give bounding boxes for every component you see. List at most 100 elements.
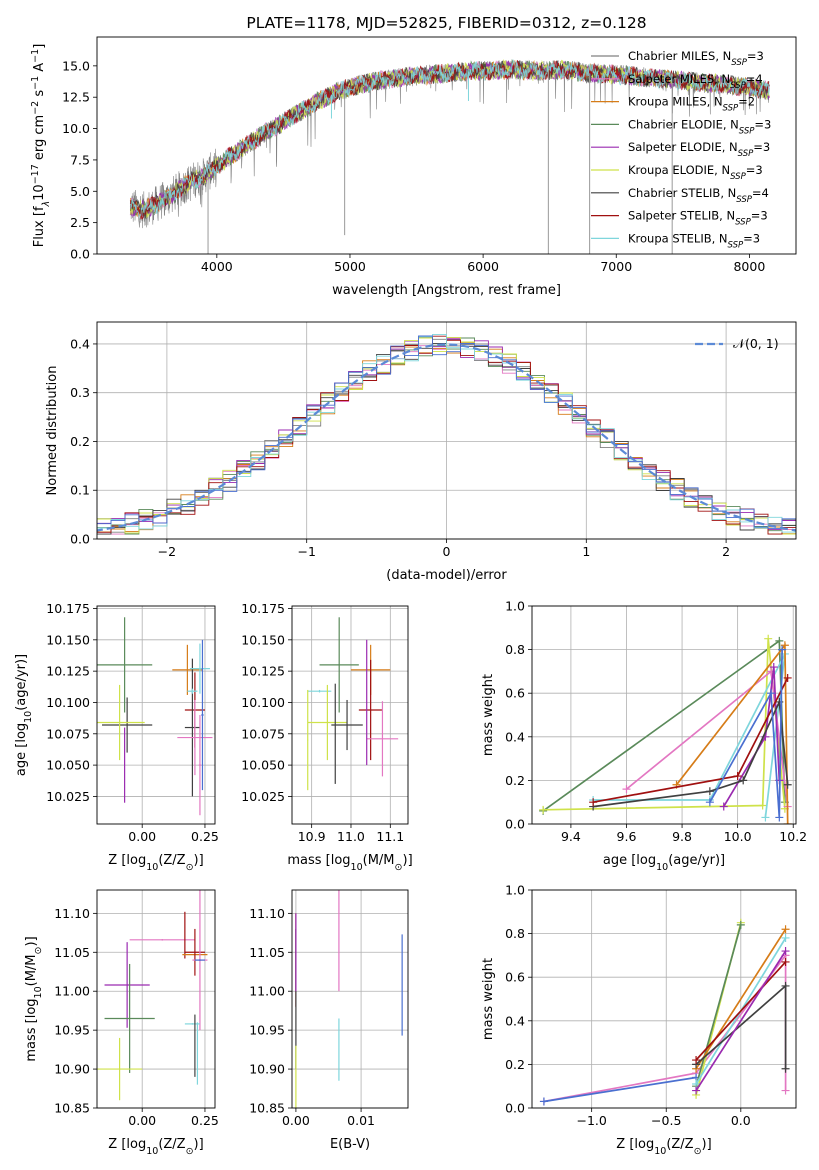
weight-series-blue <box>539 1073 701 1106</box>
x-tick-label: 6000 <box>467 259 499 274</box>
y-tick-label: 10.100 <box>46 695 90 710</box>
y-tick-label: 0.0 <box>70 247 90 262</box>
legend-label: Salpeter ELODIE, NSSP=3 <box>628 140 770 159</box>
y-tick-label: 10.125 <box>241 664 285 679</box>
label-part: (age/yr)] <box>668 853 725 868</box>
age_vs_mass-points <box>307 617 399 791</box>
label-part: −17 <box>30 164 41 184</box>
legend-item: Chabrier ELODIE, NSSP=3 <box>591 117 771 136</box>
y-tick-label: 5.0 <box>70 184 90 199</box>
y-tick-label: 10.075 <box>46 726 90 741</box>
x-tick-label: 5000 <box>334 259 366 274</box>
y-tick-label: 0.4 <box>70 336 90 351</box>
legend-item: Salpeter MILES, NSSP=4 <box>591 72 763 91</box>
mass-weight-ylabel: mass weight <box>481 674 496 756</box>
x-tick-label: 0.25 <box>191 1113 219 1128</box>
x-tick-label: 11.1 <box>376 829 404 844</box>
weight-marker <box>692 1086 701 1095</box>
weight-marker <box>705 798 714 807</box>
weight-marker <box>781 1086 790 1095</box>
y-tick-label: 11.10 <box>54 906 90 921</box>
label-part: ⊙ <box>186 1146 194 1157</box>
histogram-kroupa-stelib <box>97 333 796 535</box>
label-part: mass [log <box>287 853 350 868</box>
label-part: Z [log <box>108 853 146 868</box>
weight-series-salpeter-elodie <box>692 947 790 1095</box>
x-tick-label: 1 <box>582 544 590 559</box>
y-tick-label: 10.85 <box>54 1101 90 1116</box>
x-tick-label: 10.2 <box>779 829 807 844</box>
error-bar <box>194 1014 196 1077</box>
x-tick-label: −1 <box>297 544 315 559</box>
error-bar <box>97 617 153 713</box>
xlabel: E(B-V) <box>330 1137 370 1152</box>
error-bar <box>334 683 336 784</box>
xlabel: Z [log10(Z/Z⊙)] <box>108 1137 203 1157</box>
label-part: Z [log <box>108 1137 146 1152</box>
model-spectrum-kroupa-elodie <box>129 58 770 219</box>
label-part: −1 <box>30 49 41 63</box>
xlabel: Z [log10(Z/Z⊙)] <box>108 853 203 873</box>
weight-marker <box>781 957 790 966</box>
x-tick-label: 0.25 <box>191 829 219 844</box>
label-part: Flux [f <box>32 206 47 247</box>
y-tick-label: 10.90 <box>54 1062 90 1077</box>
mass_vs_Z-points <box>97 890 208 1101</box>
label-part: (age/yr)] <box>14 654 29 711</box>
label-part: (M/M <box>24 954 39 986</box>
x-tick-label: 11.0 <box>337 829 365 844</box>
label-part: age [log <box>603 853 656 868</box>
age_vs_mass-axes: 10.9 11.0 11.1 10.025 10.050 10.075 10.100 10.1… <box>241 601 408 844</box>
residuals-legend: 𝒩(0, 1) <box>695 336 779 351</box>
y-tick-label: 0.1 <box>70 483 90 498</box>
weight-marker <box>736 920 745 929</box>
x-tick-label: −0.5 <box>651 1113 681 1128</box>
weight-marker <box>769 663 778 672</box>
error-bar <box>196 1022 199 1085</box>
x-tick-label: 0 <box>443 544 451 559</box>
y-tick-label: 10.175 <box>241 601 285 616</box>
label-part: (Z/Z <box>666 1137 693 1152</box>
weight-marker <box>783 780 792 789</box>
age_vs_Z-points <box>97 617 213 816</box>
label-part: 10 <box>146 862 158 873</box>
label-part: 10 <box>656 862 668 873</box>
mass_vs_ebv-axes: 0.00 0.01 10.85 10.90 10.95 11.00 11.05 11.10 <box>249 890 408 1128</box>
x-tick-label: −2 <box>158 544 176 559</box>
label-part: Z [log <box>616 1137 654 1152</box>
y-tick-label: 7.5 <box>70 152 90 167</box>
x-tick-label: −1.0 <box>576 1113 606 1128</box>
spectrum-xlabel: wavelength [Angstrom, rest frame] <box>332 283 561 298</box>
weight-marker <box>775 813 784 822</box>
histogram-series <box>97 333 796 535</box>
weight-marker <box>733 772 742 781</box>
weight_vs_Z-series <box>539 918 790 1106</box>
weight-marker <box>758 801 767 810</box>
y-tick-label: 0.0 <box>70 532 90 547</box>
weight-marker <box>781 981 790 990</box>
y-tick-label: 0.2 <box>505 773 525 788</box>
histogram-blue <box>97 335 796 529</box>
x-tick-label: 0.01 <box>347 1113 375 1128</box>
y-tick-label: 11.10 <box>249 906 285 921</box>
error-bar <box>184 911 186 959</box>
label-part: ⊙ <box>694 1146 702 1157</box>
weight-marker <box>781 925 790 934</box>
x-tick-label: 8000 <box>733 259 765 274</box>
error-bar <box>366 701 399 777</box>
y-tick-label: 2.5 <box>70 215 90 230</box>
error-bar <box>184 928 205 976</box>
x-tick-label: 9.8 <box>672 829 692 844</box>
weight-marker <box>775 636 784 645</box>
spectrum-lines <box>129 58 770 254</box>
y-tick-label: 10.050 <box>46 758 90 773</box>
weight-marker <box>705 787 714 796</box>
y-tick-label: 10.025 <box>241 789 285 804</box>
label-part: )] <box>702 1137 712 1152</box>
error-bar <box>184 658 200 797</box>
label-part: )] <box>194 853 204 868</box>
legend-item: Salpeter STELIB, NSSP=3 <box>591 209 768 228</box>
y-tick-label: 10.150 <box>241 632 285 647</box>
y-tick-label: 0.3 <box>70 385 90 400</box>
y-tick-label: 0.4 <box>505 729 525 744</box>
